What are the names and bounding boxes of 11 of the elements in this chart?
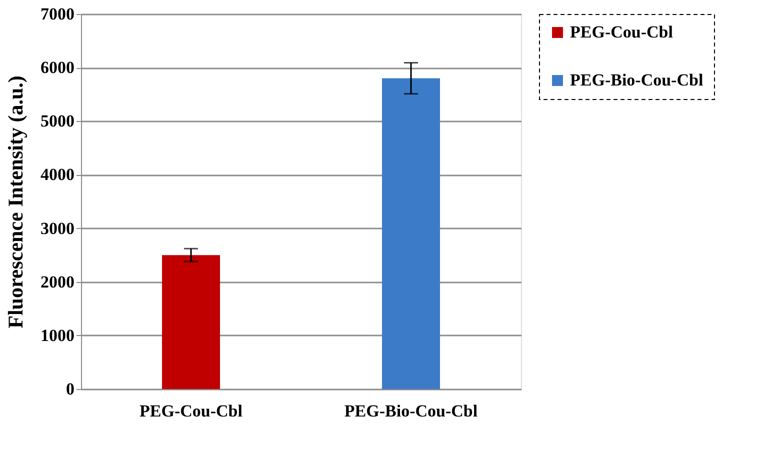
y-tick-label: 6000 xyxy=(40,58,74,78)
legend-label: PEG-Bio-Cou-Cbl xyxy=(570,70,704,90)
y-axis-title: Fluorescence Intensity (a.u.) xyxy=(4,76,28,328)
legend-label: PEG-Cou-Cbl xyxy=(570,22,674,42)
y-tick-label: 4000 xyxy=(40,165,74,184)
y-tick-label: 7000 xyxy=(40,4,74,24)
y-tick-label: 5000 xyxy=(40,112,74,131)
y-tick-label: 0 xyxy=(66,380,74,398)
y-tick-label: 3000 xyxy=(40,218,74,238)
y-tick-label: 2000 xyxy=(40,272,74,292)
y-tick-label: 1000 xyxy=(40,326,74,345)
